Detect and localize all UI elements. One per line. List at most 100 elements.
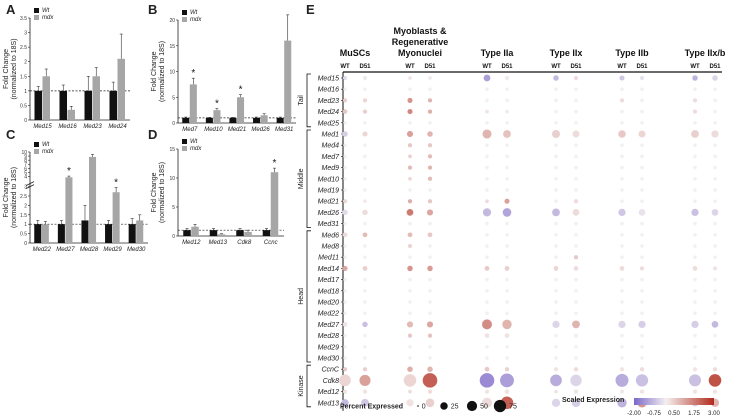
dot-med11 (693, 255, 697, 260)
dot-med25 (620, 120, 624, 125)
x-tick-label: Cdk8 (237, 240, 252, 246)
bar-mdx-med30 (136, 220, 144, 243)
dot-med1 (406, 130, 414, 138)
color-legend-tick: 3.00 (708, 411, 720, 417)
panel-d: D 0 5 10 15 Fold Change (normalized to 18S) Wtm… (148, 127, 284, 246)
size-legend-label: 50 (480, 404, 488, 411)
dot-med1 (638, 130, 646, 138)
x-tick-label: Med27 (56, 247, 75, 253)
dot-med30 (713, 356, 717, 360)
y-tick-label: 1.5 (20, 74, 27, 80)
dot-med8 (640, 244, 644, 248)
module-label: Tail (298, 95, 305, 106)
gene-label: Med10 (318, 176, 340, 183)
y-axis-label: Fold Change (normalized to 18S) (151, 41, 166, 102)
dot-med20 (693, 300, 697, 304)
dot-med19 (554, 188, 558, 192)
y-tick-label: 3.5 (20, 16, 27, 22)
dot-med7 (554, 154, 558, 159)
dot-med6 (427, 232, 433, 238)
y-axis-label-line: Fold Change (151, 51, 158, 91)
panel-letter: C (6, 127, 16, 142)
panel-letter: B (148, 2, 157, 17)
dot-med16 (640, 87, 644, 92)
dot-med19 (408, 188, 412, 192)
dot-med31 (640, 221, 644, 226)
dot-med13 (551, 398, 561, 407)
dot-med22 (428, 311, 432, 316)
dot-med4 (485, 143, 489, 148)
dot-med14 (362, 266, 368, 271)
y-axis-label-line: Fold Change (3, 49, 10, 89)
y-tick-label: 3 (24, 185, 27, 191)
dot-med14 (692, 266, 698, 271)
dot-med31 (620, 221, 624, 226)
dot-med20 (574, 300, 578, 304)
dot-med7 (427, 154, 433, 159)
dot-ccnc (692, 367, 698, 372)
dot-med20 (620, 300, 624, 304)
y-tick-label: 5 (172, 205, 175, 211)
dot-med24 (362, 109, 368, 114)
dot-med12 (484, 389, 490, 394)
size-legend-dot (493, 399, 507, 413)
dot-med17 (485, 277, 489, 282)
dot-med21 (427, 199, 433, 204)
dot-med11 (620, 255, 624, 260)
dot-med18 (428, 288, 432, 293)
dot-med18 (485, 288, 489, 293)
size-legend-label: 0 (422, 404, 426, 411)
dot-med28 (484, 333, 490, 338)
y-tick-label: 2.5 (20, 45, 27, 51)
dot-med22 (620, 311, 624, 316)
dot-med24 (713, 109, 717, 114)
dot-med8 (574, 244, 578, 248)
legend-swatch-mdx (182, 146, 187, 151)
dot-med27 (552, 320, 560, 329)
dot-med24 (427, 109, 433, 114)
y-tick-label: 15 (169, 44, 175, 50)
dot-med13 (617, 398, 627, 408)
dot-med19 (640, 188, 644, 192)
module-bracket (306, 73, 311, 128)
dot-med16 (505, 87, 509, 92)
y-tick-label: 5 (24, 170, 27, 176)
y-tick-label: 15 (169, 147, 175, 153)
dot-med4 (554, 143, 558, 148)
module-label: Kinase (298, 375, 305, 397)
bar-wt-med31 (276, 117, 284, 123)
legend-label-wt: Wt (190, 10, 198, 16)
dot-med23 (427, 98, 433, 103)
bar-wt-cdk8 (236, 230, 244, 236)
dot-med22 (554, 311, 558, 316)
gene-label: Med4 (321, 143, 339, 150)
dot-med21 (485, 199, 489, 204)
dot-med4 (505, 143, 509, 148)
bar-mdx-med12 (191, 226, 199, 236)
legend-label-wt: Wt (42, 142, 50, 148)
dot-med17 (640, 277, 644, 282)
cell-type-label: MuSCs (340, 48, 371, 58)
bar-mdx-med27 (65, 177, 73, 243)
dot-med18 (574, 288, 578, 293)
dot-med14 (553, 266, 559, 271)
y-tick-label: 0.5 (20, 103, 27, 109)
gene-label: Med8 (321, 244, 339, 251)
condition-label: WT (690, 64, 700, 70)
dot-med6 (620, 232, 624, 237)
dot-ccnc (553, 367, 559, 372)
dot-med28 (693, 333, 697, 338)
dot-med23 (505, 98, 509, 103)
dot-med10 (693, 176, 697, 181)
x-tick-label: Med30 (127, 247, 146, 253)
x-tick-label: Med28 (80, 247, 99, 253)
dot-med14 (342, 265, 348, 271)
dot-med9 (640, 165, 644, 170)
y-tick-label: 0 (24, 241, 27, 247)
bar-wt-med23 (84, 90, 92, 120)
cell-type-label: Regenerative (392, 37, 449, 47)
condition-label: WT (551, 64, 561, 70)
dot-med25 (574, 120, 578, 125)
